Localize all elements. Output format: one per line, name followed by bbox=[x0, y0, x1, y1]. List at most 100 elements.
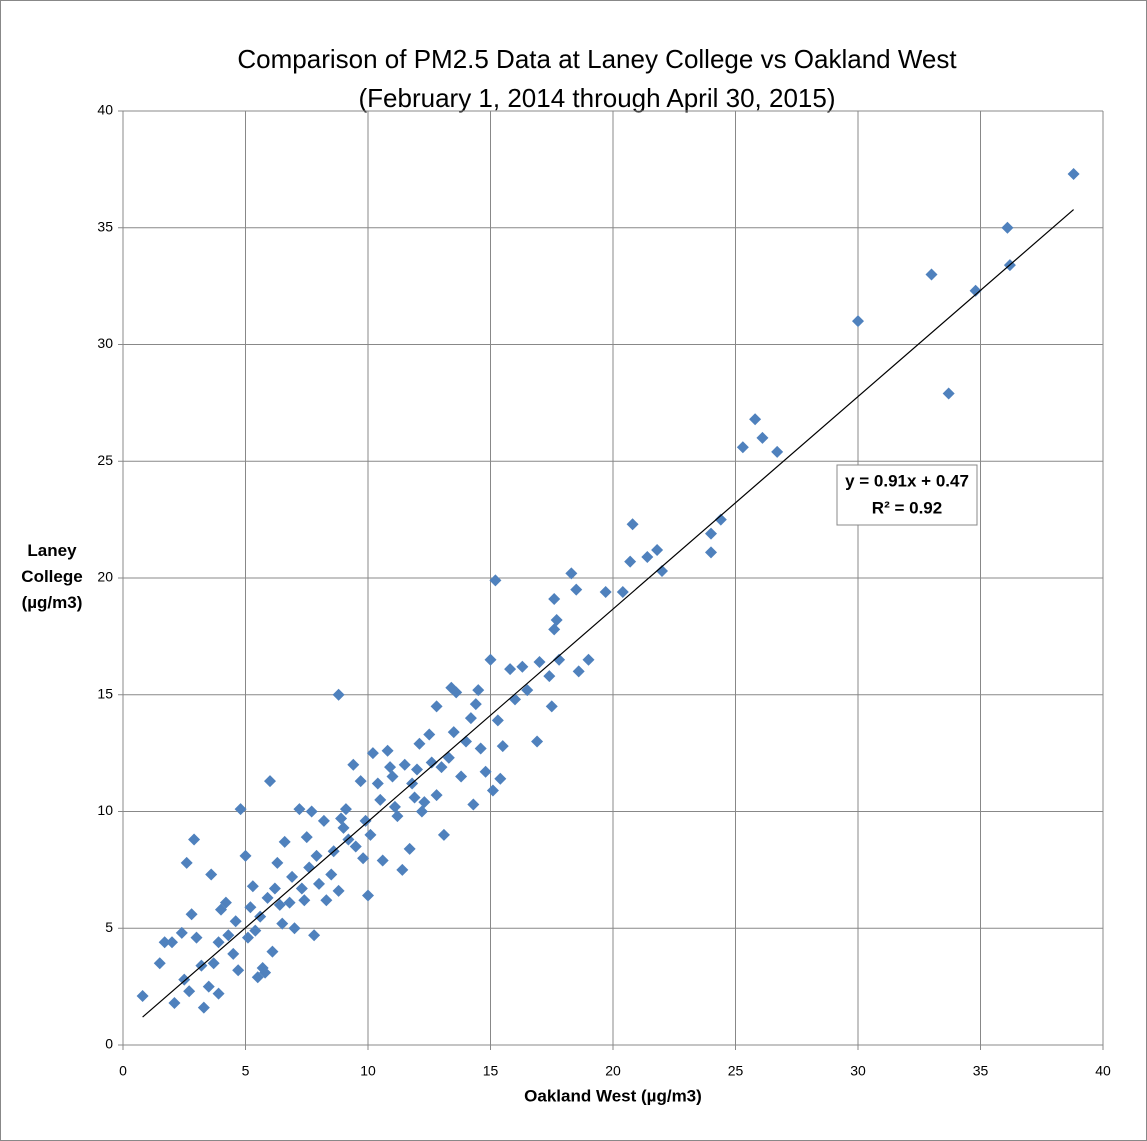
point bbox=[317, 814, 330, 827]
point bbox=[241, 931, 254, 944]
point bbox=[300, 831, 313, 844]
point bbox=[616, 586, 629, 599]
point bbox=[494, 772, 507, 785]
point bbox=[266, 945, 279, 958]
point bbox=[180, 856, 193, 869]
point bbox=[364, 828, 377, 841]
point bbox=[504, 663, 517, 676]
y-tick-label: 30 bbox=[97, 335, 113, 351]
x-tick-label: 0 bbox=[119, 1063, 127, 1079]
point bbox=[298, 894, 311, 907]
point bbox=[391, 810, 404, 823]
point bbox=[251, 971, 264, 984]
point bbox=[335, 812, 348, 825]
point bbox=[553, 653, 566, 666]
point bbox=[276, 917, 289, 930]
point bbox=[234, 803, 247, 816]
point bbox=[207, 957, 220, 970]
point bbox=[489, 574, 502, 587]
point bbox=[264, 775, 276, 788]
y-tick-label: 20 bbox=[97, 569, 113, 585]
point bbox=[516, 660, 529, 673]
point bbox=[599, 586, 612, 599]
point bbox=[749, 413, 762, 426]
point bbox=[469, 698, 482, 711]
point bbox=[548, 593, 561, 606]
x-tick-label: 15 bbox=[483, 1063, 499, 1079]
point bbox=[942, 387, 955, 400]
y-tick-label: 15 bbox=[97, 685, 113, 701]
point bbox=[313, 877, 325, 890]
point bbox=[714, 513, 727, 526]
point bbox=[386, 770, 399, 783]
y-tick-label: 10 bbox=[97, 802, 113, 818]
point bbox=[396, 863, 409, 876]
point bbox=[212, 936, 225, 949]
point bbox=[362, 889, 374, 902]
point bbox=[705, 527, 717, 540]
x-tick-label: 30 bbox=[850, 1063, 866, 1079]
point bbox=[271, 856, 284, 869]
equation-box bbox=[836, 464, 978, 526]
point bbox=[472, 684, 485, 697]
y-axis-label: Laney College (µg/m3) bbox=[21, 541, 83, 612]
point bbox=[222, 929, 235, 942]
point bbox=[437, 828, 450, 841]
r-squared: R² = 0.92 bbox=[872, 498, 942, 517]
y-tick-label: 0 bbox=[105, 1036, 113, 1052]
point bbox=[349, 840, 362, 853]
point bbox=[197, 1001, 210, 1014]
point bbox=[295, 882, 308, 895]
point bbox=[178, 973, 191, 986]
point bbox=[415, 805, 428, 818]
point bbox=[771, 445, 784, 458]
point bbox=[305, 805, 318, 818]
point bbox=[293, 803, 306, 816]
point bbox=[925, 268, 938, 281]
point bbox=[521, 684, 534, 697]
point bbox=[969, 284, 982, 297]
point bbox=[359, 814, 372, 827]
point bbox=[175, 926, 188, 939]
point bbox=[332, 688, 345, 701]
point bbox=[624, 555, 637, 568]
x-tick-label: 35 bbox=[973, 1063, 989, 1079]
point bbox=[651, 543, 664, 556]
point bbox=[371, 777, 384, 790]
point bbox=[283, 896, 296, 909]
point bbox=[239, 849, 252, 862]
chart-subtitle: (February 1, 2014 through April 30, 2015… bbox=[359, 83, 836, 113]
point bbox=[308, 929, 321, 942]
point bbox=[550, 614, 563, 627]
point bbox=[455, 770, 468, 783]
y-tick-label: 40 bbox=[97, 102, 113, 118]
x-tick-label: 20 bbox=[605, 1063, 621, 1079]
point bbox=[337, 821, 350, 834]
point bbox=[736, 441, 749, 454]
point bbox=[641, 550, 654, 563]
point bbox=[531, 735, 544, 748]
point bbox=[1001, 221, 1014, 234]
point bbox=[232, 964, 245, 977]
point bbox=[423, 728, 436, 741]
point bbox=[381, 744, 394, 757]
trendline bbox=[142, 209, 1074, 1018]
point bbox=[572, 665, 585, 678]
point bbox=[425, 756, 438, 769]
point bbox=[570, 583, 583, 596]
point bbox=[310, 849, 323, 862]
point bbox=[202, 980, 215, 993]
point bbox=[229, 915, 242, 928]
point bbox=[474, 742, 487, 755]
point bbox=[430, 700, 443, 713]
point bbox=[244, 901, 257, 914]
point bbox=[158, 936, 171, 949]
point bbox=[254, 910, 267, 923]
point bbox=[246, 880, 259, 893]
point bbox=[273, 898, 286, 911]
point bbox=[486, 784, 499, 797]
point bbox=[212, 987, 225, 1000]
point bbox=[166, 936, 178, 949]
